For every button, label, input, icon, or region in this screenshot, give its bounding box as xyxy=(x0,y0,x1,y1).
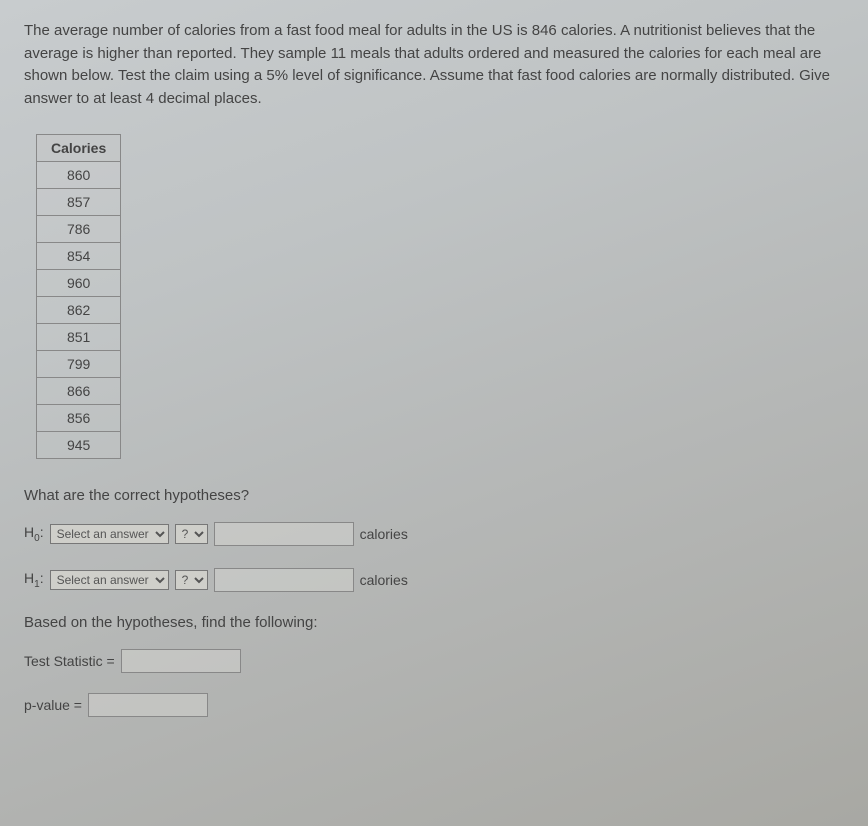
pvalue-label: p-value = xyxy=(24,697,82,713)
test-statistic-row: Test Statistic = xyxy=(24,649,844,673)
table-cell: 854 xyxy=(37,243,121,270)
test-statistic-label: Test Statistic = xyxy=(24,653,115,669)
hypotheses-question: What are the correct hypotheses? xyxy=(24,487,844,504)
h0-value-input[interactable] xyxy=(214,522,354,546)
table-cell: 857 xyxy=(37,189,121,216)
table-cell: 960 xyxy=(37,270,121,297)
table-cell: 862 xyxy=(37,297,121,324)
calories-table: Calories 8608577868549608628517998668569… xyxy=(36,134,121,459)
test-statistic-input[interactable] xyxy=(121,649,241,673)
h0-label: H0: xyxy=(24,524,44,544)
table-cell: 860 xyxy=(37,162,121,189)
table-header: Calories xyxy=(37,135,121,162)
h1-label: H1: xyxy=(24,570,44,590)
table-cell: 851 xyxy=(37,324,121,351)
based-on-text: Based on the hypotheses, find the follow… xyxy=(24,614,844,631)
h0-unit: calories xyxy=(360,526,408,542)
pvalue-input[interactable] xyxy=(88,693,208,717)
pvalue-row: p-value = xyxy=(24,693,844,717)
h0-param-select[interactable]: Select an answer xyxy=(50,524,169,544)
table-cell: 856 xyxy=(37,405,121,432)
table-cell: 945 xyxy=(37,432,121,459)
h1-unit: calories xyxy=(360,572,408,588)
h0-row: H0: Select an answer ? calories xyxy=(24,522,844,546)
table-cell: 799 xyxy=(37,351,121,378)
h1-value-input[interactable] xyxy=(214,568,354,592)
table-cell: 866 xyxy=(37,378,121,405)
h1-row: H1: Select an answer ? calories xyxy=(24,568,844,592)
h1-operator-select[interactable]: ? xyxy=(175,570,208,590)
problem-text: The average number of calories from a fa… xyxy=(24,20,844,110)
h1-param-select[interactable]: Select an answer xyxy=(50,570,169,590)
table-cell: 786 xyxy=(37,216,121,243)
h0-operator-select[interactable]: ? xyxy=(175,524,208,544)
